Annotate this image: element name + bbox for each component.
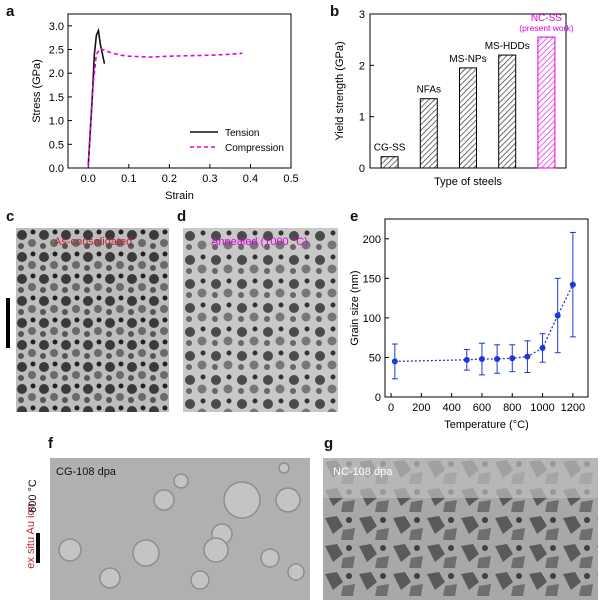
data-point bbox=[539, 344, 546, 351]
micrograph-f: CG-108 dpa bbox=[50, 458, 310, 600]
bar-nc-ss bbox=[537, 36, 556, 169]
micrograph-f-texture bbox=[50, 458, 310, 600]
x-tick-label-a: 0.4 bbox=[243, 173, 258, 185]
x-tick-label-a: 0.3 bbox=[202, 173, 217, 185]
y-tick-label-a: 1.0 bbox=[49, 116, 64, 128]
caption-cg-108dpa: CG-108 dpa bbox=[56, 466, 116, 478]
panel-label-e: e bbox=[350, 208, 359, 225]
bar-ms-hdds bbox=[498, 54, 517, 169]
scale-bar-f bbox=[36, 533, 40, 563]
plot-frame-a bbox=[67, 13, 292, 169]
x-axis-label-a: Strain bbox=[165, 190, 194, 202]
legend-label-tension: Tension bbox=[225, 128, 259, 139]
x-tick-label-a: 0.1 bbox=[121, 173, 136, 185]
data-point bbox=[554, 312, 561, 319]
x-tick-label-e: 800 bbox=[503, 402, 521, 414]
micrograph-d-texture bbox=[183, 228, 338, 412]
x-axis-label-b: Type of steels bbox=[434, 176, 502, 188]
caption-nc-108dpa: NC-108 dpa bbox=[333, 466, 393, 478]
x-tick-label-e: 400 bbox=[442, 402, 460, 414]
panel-label-d: d bbox=[177, 208, 187, 225]
x-tick-label-e: 600 bbox=[473, 402, 491, 414]
caption-annealed: Annealed (1000 °C) bbox=[211, 236, 308, 248]
panel-label-f: f bbox=[48, 435, 53, 452]
bar-label-nc-ss: NC-SS bbox=[531, 13, 562, 24]
y-tick-label-b: 0 bbox=[359, 163, 365, 175]
data-point bbox=[478, 356, 485, 363]
y-tick-label-a: 2.0 bbox=[49, 68, 64, 80]
bar-label-nfas: NFAs bbox=[417, 85, 441, 96]
y-tick-label-e: 100 bbox=[363, 313, 381, 325]
panel-label-c: c bbox=[6, 208, 15, 225]
micrograph-c-texture bbox=[16, 228, 169, 412]
panel-label-a: a bbox=[6, 3, 15, 20]
grain-size-line bbox=[394, 284, 574, 363]
data-point bbox=[509, 355, 516, 362]
y-tick-label-e: 0 bbox=[375, 392, 381, 404]
panel-label-b: b bbox=[330, 3, 340, 20]
micrograph-d: Annealed (1000 °C) bbox=[183, 228, 338, 412]
x-tick-label-a: 0.5 bbox=[283, 173, 298, 185]
bar-label-ms-nps: MS-NPs bbox=[449, 54, 486, 65]
y-tick-label-b: 2 bbox=[359, 60, 365, 72]
data-point bbox=[463, 356, 470, 363]
chart-e: 0 200 400 600 800 1000 1200 0 50 100 150 200 Tempera… bbox=[349, 218, 589, 431]
bar-label-cg-ss: CG-SS bbox=[374, 143, 406, 154]
y-tick-label-e: 200 bbox=[363, 234, 381, 246]
micrograph-g: NC-108 dpa bbox=[323, 458, 598, 600]
micrograph-c: As-consolidated bbox=[16, 228, 169, 412]
x-tick-label-e: 200 bbox=[412, 402, 430, 414]
y-axis-label-b: Yield strength (GPa) bbox=[334, 41, 346, 140]
x-axis-label-e: Temperature (°C) bbox=[444, 419, 528, 431]
y-tick-label-a: 1.5 bbox=[49, 92, 64, 104]
y-tick-label-a: 0.5 bbox=[49, 139, 64, 151]
y-tick-label-a: 3.0 bbox=[49, 21, 64, 33]
y-axis-label-e: Grain size (nm) bbox=[349, 270, 361, 345]
bar-label-ms-hdds: MS-HDDs bbox=[485, 41, 530, 52]
x-tick-label-a: 0.2 bbox=[162, 173, 177, 185]
bar-ms-nps bbox=[459, 67, 477, 169]
bar-cg-ss bbox=[380, 156, 399, 169]
y-tick-label-a: 2.5 bbox=[49, 45, 64, 57]
chart-a: 0.0 0.1 0.2 0.3 0.4 0.5 0.0 0.5 1.0 1.5 2.0 2.5 3.0 S… bbox=[31, 13, 299, 202]
y-tick-label-b: 1 bbox=[359, 112, 365, 124]
x-tick-label-e: 1000 bbox=[530, 402, 554, 414]
data-point bbox=[524, 353, 531, 360]
micrograph-g-texture bbox=[323, 458, 598, 600]
caption-as-consolidated: As-consolidated bbox=[54, 236, 133, 248]
y-axis-label-a: Stress (GPa) bbox=[31, 59, 43, 123]
panel-label-g: g bbox=[324, 435, 334, 452]
x-tick-label-a: 0.0 bbox=[81, 173, 96, 185]
bar-nfas bbox=[419, 98, 438, 169]
y-tick-label-a: 0.0 bbox=[49, 163, 64, 175]
scale-bar-c bbox=[6, 298, 10, 348]
chart-b: 0 1 2 3 Yield strength (GPa) Type of steels CG… bbox=[334, 9, 574, 188]
data-point bbox=[494, 356, 501, 363]
side-text-temp: 600 °C bbox=[27, 479, 39, 513]
plot-frame-e bbox=[384, 218, 589, 398]
x-tick-label-e: 1200 bbox=[561, 402, 585, 414]
data-point bbox=[569, 281, 576, 288]
bar-label-nc-ss: (present work) bbox=[519, 23, 573, 33]
y-tick-label-b: 3 bbox=[359, 9, 365, 21]
series-line-tension bbox=[87, 27, 106, 166]
x-tick-label-e: 0 bbox=[388, 402, 394, 414]
legend-label-compression: Compression bbox=[225, 143, 284, 154]
series-line-compression bbox=[87, 47, 243, 166]
y-tick-label-e: 50 bbox=[369, 352, 381, 364]
data-point bbox=[391, 358, 398, 365]
y-tick-label-e: 150 bbox=[363, 273, 381, 285]
